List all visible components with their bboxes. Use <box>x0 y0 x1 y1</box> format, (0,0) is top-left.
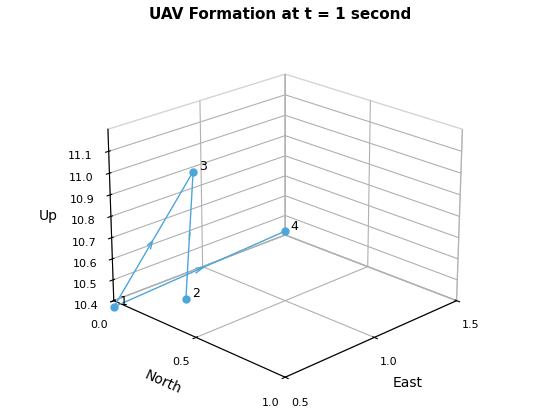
Title: UAV Formation at t = 1 second: UAV Formation at t = 1 second <box>149 7 411 22</box>
X-axis label: East: East <box>393 375 423 390</box>
Y-axis label: North: North <box>142 368 183 397</box>
